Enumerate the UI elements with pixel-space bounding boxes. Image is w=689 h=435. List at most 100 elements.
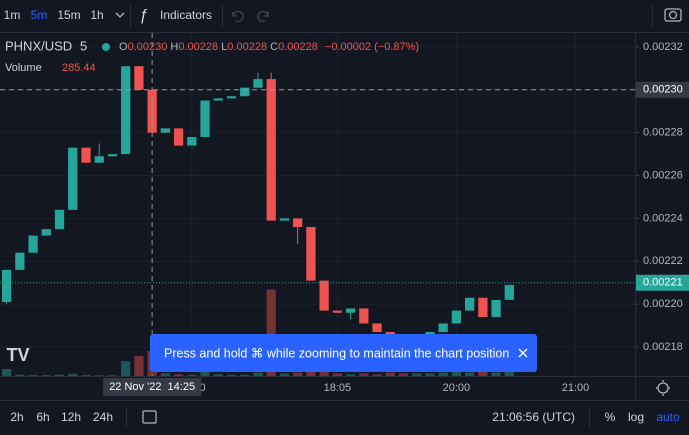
candle-body bbox=[451, 310, 462, 324]
range-button[interactable]: 12h bbox=[61, 410, 81, 424]
volume-bar bbox=[385, 372, 395, 376]
volume-bar bbox=[491, 372, 501, 376]
volume-bar bbox=[107, 375, 118, 376]
candle-body bbox=[81, 147, 91, 163]
label: H bbox=[170, 41, 178, 53]
candle-body bbox=[359, 308, 369, 324]
volume-bar bbox=[81, 375, 91, 376]
value: 0.00230 bbox=[128, 41, 168, 53]
candle-body bbox=[504, 284, 514, 300]
range-button[interactable]: 6h bbox=[36, 410, 49, 424]
volume-bar bbox=[200, 370, 210, 376]
volume-bar bbox=[253, 372, 263, 376]
value: 0.00228 bbox=[178, 41, 218, 53]
value: 0.00228 bbox=[227, 41, 267, 53]
interval-button[interactable]: 5m bbox=[31, 8, 48, 22]
interval-button[interactable]: 1m bbox=[4, 8, 21, 22]
candle-body bbox=[15, 252, 25, 270]
candle-body bbox=[213, 98, 223, 101]
candle-body bbox=[160, 128, 170, 133]
symbol-interval: 5 bbox=[80, 38, 87, 53]
volume-bar bbox=[94, 375, 104, 376]
range-button[interactable]: 24h bbox=[93, 410, 113, 424]
logo[interactable]: TV bbox=[6, 345, 29, 365]
candle-body bbox=[372, 323, 382, 333]
undo-button[interactable] bbox=[232, 10, 244, 23]
candle-body bbox=[266, 79, 276, 221]
volume-bar bbox=[465, 372, 475, 376]
volume-bar bbox=[412, 373, 422, 376]
y-tick-label: 0.00228 bbox=[643, 127, 683, 139]
screenshot-lens bbox=[668, 10, 678, 20]
crosshair-time-label: 22 Nov '22 14:25 bbox=[109, 381, 195, 393]
auto-button[interactable]: auto bbox=[656, 410, 680, 424]
y-tick-label: 0.00232 bbox=[643, 41, 683, 53]
candle-body bbox=[306, 227, 316, 281]
candle-body bbox=[107, 154, 118, 157]
volume-bar bbox=[240, 374, 250, 376]
y-tick-label: 0.00222 bbox=[643, 255, 683, 267]
volume-bar bbox=[372, 374, 382, 376]
ohlc-legend: O0.00230 H0.00228 L0.00228 C0.00228 −0.0… bbox=[119, 41, 419, 53]
redo-button[interactable] bbox=[257, 10, 269, 23]
label: C bbox=[270, 41, 278, 53]
candle-body bbox=[253, 79, 263, 88]
log-button[interactable]: log bbox=[628, 410, 644, 424]
volume-bar bbox=[226, 374, 237, 376]
volume-bar bbox=[15, 374, 25, 376]
screenshot-button[interactable] bbox=[664, 8, 682, 22]
candle-body bbox=[293, 218, 303, 228]
x-tick-label: 20:00 bbox=[443, 382, 471, 394]
tooltip-close[interactable] bbox=[518, 348, 528, 358]
volume-bar bbox=[266, 289, 276, 376]
candle-body bbox=[465, 297, 475, 311]
crosshair-time-tag bbox=[103, 378, 202, 396]
interval-button[interactable]: 1h bbox=[90, 8, 103, 22]
last-price-tag bbox=[636, 274, 689, 291]
crosshair-price-label: 0.00230 bbox=[643, 84, 683, 96]
candle-body bbox=[68, 147, 78, 210]
candle-body bbox=[41, 229, 51, 236]
candle-body bbox=[438, 323, 448, 333]
percent-button[interactable]: % bbox=[605, 410, 616, 424]
volume-bar bbox=[293, 372, 303, 376]
volume-bar bbox=[173, 374, 184, 376]
tooltip bbox=[150, 334, 537, 372]
candle-body bbox=[240, 87, 250, 97]
volume-bar bbox=[478, 371, 488, 376]
interval-dropdown[interactable] bbox=[115, 12, 125, 18]
range-button[interactable]: 2h bbox=[10, 410, 23, 424]
last-price-label: 0.00221 bbox=[643, 277, 683, 289]
volume-bar bbox=[121, 361, 131, 376]
candle-body bbox=[332, 310, 342, 313]
volume-bar bbox=[319, 368, 329, 376]
candle-body bbox=[345, 308, 356, 313]
y-tick-label: 0.00224 bbox=[643, 212, 683, 224]
y-tick-label: 0.00218 bbox=[643, 341, 683, 353]
symbol: PHNX/USD bbox=[5, 38, 72, 53]
volume-bar bbox=[279, 373, 290, 376]
volume-label: Volume bbox=[5, 62, 42, 74]
volume-bar bbox=[398, 373, 409, 376]
candle-body bbox=[173, 128, 184, 146]
volume-bar bbox=[1, 369, 12, 376]
candle-body bbox=[478, 297, 488, 318]
volume-value: 285.44 bbox=[62, 62, 96, 74]
volume-bar bbox=[438, 372, 448, 376]
volume-bar bbox=[345, 374, 356, 376]
volume-bar bbox=[28, 375, 38, 376]
interval-button[interactable]: 15m bbox=[57, 8, 80, 22]
indicators-icon[interactable]: ƒ bbox=[139, 7, 148, 24]
settings-button[interactable] bbox=[656, 380, 670, 396]
candle-body bbox=[121, 66, 131, 155]
volume-bar bbox=[160, 373, 170, 376]
date-range-button[interactable] bbox=[142, 410, 157, 424]
candle-body bbox=[279, 218, 290, 221]
x-tick-label: 21:00 bbox=[562, 382, 590, 394]
candle-body bbox=[425, 332, 435, 335]
indicators-button[interactable]: Indicators bbox=[160, 8, 212, 22]
volume-bar bbox=[134, 355, 144, 376]
value: 0.00228 bbox=[278, 41, 318, 53]
volume-bar bbox=[41, 375, 51, 376]
